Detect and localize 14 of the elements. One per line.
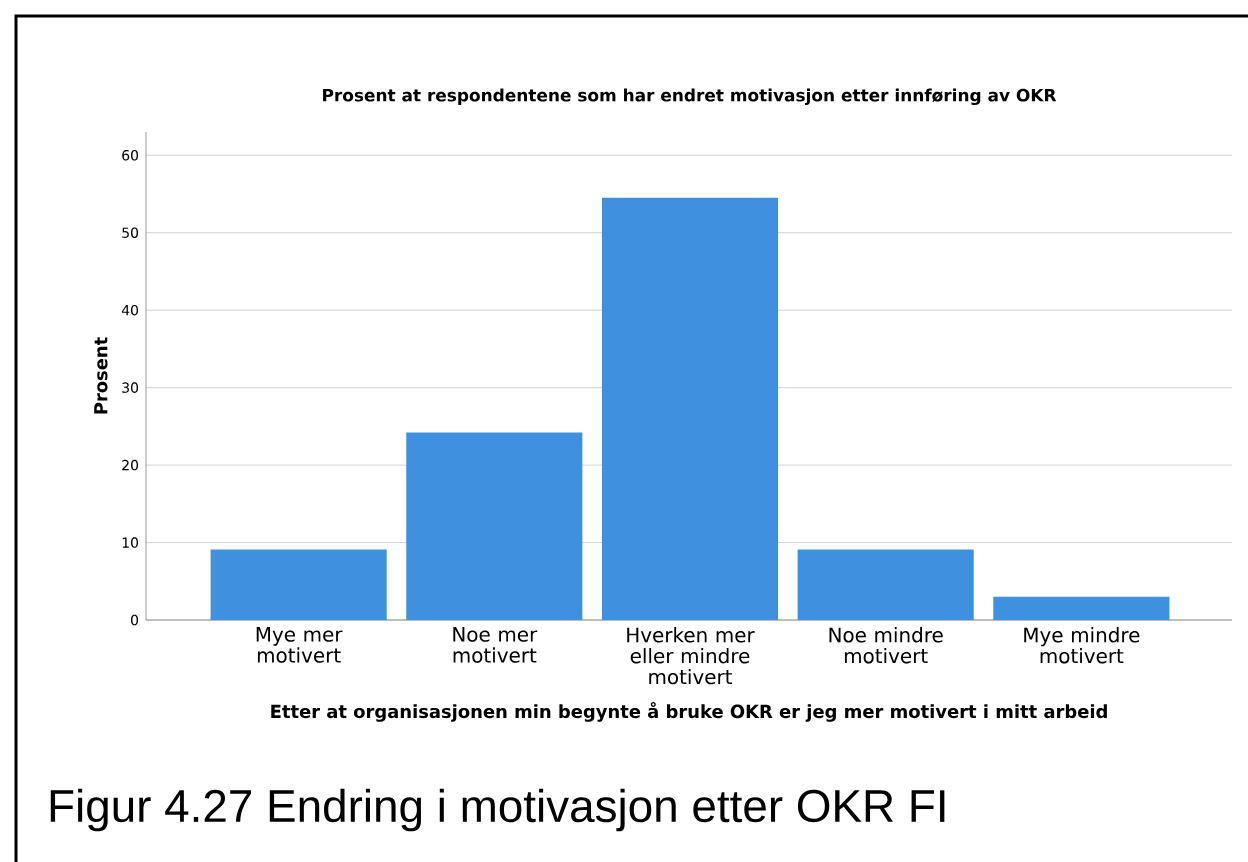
x-tick-label: Hverken mer eller mindre motivert xyxy=(627,627,755,685)
x-tick-label: Noe mindre motivert xyxy=(829,627,943,664)
bar xyxy=(797,549,974,621)
chart-title: Prosent at respondentene som har endret motivasjon etter innføring av OKR xyxy=(323,88,1057,106)
x-tick-label: Noe mer motivert xyxy=(453,627,538,663)
x-tick-label: Mye mindre motivert xyxy=(1024,627,1140,664)
text: Figur 4.27 Endring i motivasjon etter OKR FI xyxy=(50,788,945,832)
bar xyxy=(993,596,1170,621)
bar xyxy=(210,549,387,621)
x-axis-title: Etter at organisasjonen min begynte å bruke OKR er jeg mer motivert i mitt arbeid xyxy=(271,701,1107,722)
bar xyxy=(601,197,779,621)
y-axis-title: Prosent xyxy=(94,337,108,414)
x-tick-label: Mye mer motivert xyxy=(256,627,343,663)
bar xyxy=(406,432,583,621)
